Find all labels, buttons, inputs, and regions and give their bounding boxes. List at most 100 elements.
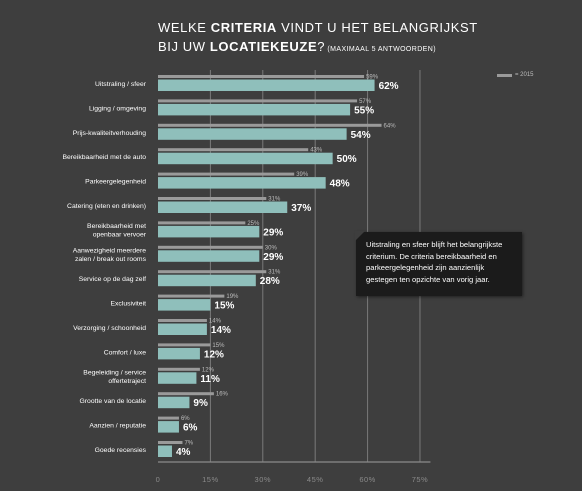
x-tick-label: 60% — [359, 475, 376, 484]
bar-current — [158, 445, 172, 457]
bar-2015 — [158, 99, 358, 103]
data-label-2015: 59% — [366, 75, 379, 81]
category-label: Prijs-kwaliteitverhouding — [73, 130, 147, 137]
bar-2015 — [158, 123, 382, 127]
bar-2015 — [158, 197, 267, 200]
bar-2015 — [158, 416, 179, 420]
data-label-2015: 43% — [310, 148, 323, 154]
bar-current — [158, 103, 351, 116]
x-tick-label: 45% — [307, 475, 324, 484]
bar-current — [158, 201, 288, 213]
title-emphasis: CRITERIA — [210, 20, 277, 35]
data-label-2015: 16% — [216, 392, 229, 398]
data-label-2015: 39% — [296, 172, 309, 178]
data-label-current: 9% — [193, 398, 208, 409]
category-label: Begeleiding / service — [83, 370, 146, 377]
bar-2015 — [158, 270, 267, 274]
data-label-current: 15% — [214, 301, 234, 312]
category-label: Service op de dag zelf — [79, 276, 146, 283]
title-line-1: WELKE CRITERIA VINDT U HET BELANGRIJKST — [158, 18, 478, 37]
bar-current — [158, 177, 326, 189]
title-text: WELKE — [158, 20, 211, 35]
x-tick-label: 0 — [156, 475, 161, 484]
bar-2015 — [158, 75, 365, 78]
data-label-current: 29% — [263, 227, 283, 238]
data-label-current: 28% — [260, 276, 280, 287]
bar-current — [158, 128, 347, 140]
legend: = 2015 — [497, 72, 534, 78]
category-label: Bereikbaarheid met de auto — [62, 154, 146, 161]
bar-2015 — [158, 367, 200, 371]
x-tick-label: 30% — [255, 475, 272, 484]
bar-2015 — [158, 245, 263, 249]
bar-current — [158, 250, 260, 262]
data-label-2015: 15% — [212, 343, 225, 349]
bar-current — [158, 152, 333, 165]
data-label-current: 14% — [211, 325, 231, 336]
data-label-2015: 14% — [209, 319, 222, 325]
data-label-current: 54% — [351, 130, 371, 141]
data-label-2015: 31% — [268, 270, 281, 276]
category-label: Uitstraling / sfeer — [95, 81, 147, 88]
title-text: VINDT U HET BELANGRIJKST — [276, 20, 478, 35]
bar-2015 — [158, 343, 211, 347]
bar-2015 — [158, 294, 225, 298]
category-label: Grootte van de locatie — [80, 398, 147, 405]
bar-2015 — [158, 441, 183, 444]
x-tick-label: 15% — [202, 475, 219, 484]
bar-current — [158, 299, 211, 311]
callout-box: Uitstraling en sfeer blijft het belangri… — [355, 231, 522, 296]
category-label: Aanwezigheid meerdere — [73, 248, 147, 255]
bar-current — [158, 225, 260, 238]
data-label-2015: 7% — [184, 441, 193, 447]
data-label-2015: 57% — [359, 99, 372, 105]
data-label-current: 55% — [354, 105, 374, 116]
chart-title: WELKE CRITERIA VINDT U HET BELANGRIJKST … — [158, 18, 478, 59]
bar-2015 — [158, 148, 309, 152]
bar-current — [158, 274, 256, 287]
bar-current — [158, 421, 179, 433]
data-label-2015: 19% — [226, 294, 239, 300]
category-label: openbaar vervoer — [93, 232, 147, 239]
bar-current — [158, 396, 190, 409]
category-label: Parkeergelegenheid — [85, 179, 146, 186]
data-label-2015: 6% — [181, 416, 190, 422]
title-text: BIJ UW — [158, 39, 210, 54]
data-label-current: 12% — [204, 349, 224, 360]
title-emphasis: LOCATIEKEUZE — [209, 39, 318, 54]
data-label-current: 62% — [379, 81, 399, 92]
data-label-current: 29% — [263, 252, 283, 263]
callout-text: Uitstraling en sfeer blijft het belangri… — [366, 240, 503, 284]
bar-2015 — [158, 392, 214, 396]
category-label: Verzorging / schoonheid — [73, 325, 146, 332]
category-label: Aanzien / reputatie — [89, 423, 146, 430]
title-note: (MAXIMAAL 5 ANTWOORDEN) — [325, 46, 436, 53]
data-label-2015: 30% — [265, 245, 278, 251]
bar-current — [158, 323, 207, 335]
category-label: Exclusiviteit — [110, 301, 146, 308]
data-label-current: 48% — [330, 179, 350, 190]
data-label-2015: 31% — [268, 197, 281, 203]
title-text: ? — [317, 39, 326, 54]
data-label-2015: 12% — [202, 367, 215, 373]
data-label-current: 11% — [200, 374, 220, 385]
bar-2015 — [158, 319, 207, 322]
legend-label: = 2015 — [515, 72, 534, 78]
category-label: Comfort / luxe — [104, 349, 147, 356]
bar-current — [158, 347, 200, 360]
category-label: offertetraject — [108, 378, 146, 385]
bar-2015 — [158, 221, 246, 225]
data-label-2015: 25% — [247, 221, 260, 227]
bar-2015 — [158, 172, 295, 176]
data-label-current: 37% — [291, 203, 311, 214]
data-label-current: 50% — [337, 154, 357, 165]
data-label-current: 4% — [176, 447, 191, 458]
x-tick-label: 75% — [412, 475, 429, 484]
category-label: Catering (eten en drinken) — [67, 203, 146, 210]
bar-current — [158, 372, 197, 384]
bar-current — [158, 79, 375, 91]
title-line-2: BIJ UW LOCATIEKEUZE? (MAXIMAAL 5 ANTWOOR… — [158, 37, 478, 59]
category-label: Ligging / omgeving — [89, 105, 146, 112]
data-label-2015: 64% — [384, 123, 397, 129]
